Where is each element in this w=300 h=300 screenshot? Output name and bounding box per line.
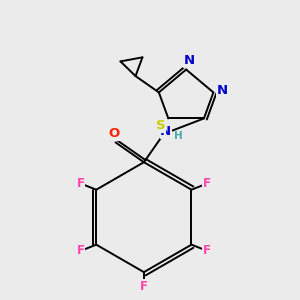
Text: S: S	[156, 119, 166, 132]
Text: F: F	[77, 244, 85, 257]
Text: F: F	[140, 280, 148, 293]
Text: N: N	[160, 125, 171, 138]
Text: N: N	[217, 84, 228, 97]
Text: F: F	[203, 177, 211, 190]
Text: F: F	[77, 177, 85, 190]
Text: O: O	[108, 127, 119, 140]
Text: F: F	[203, 244, 211, 257]
Text: N: N	[184, 54, 195, 67]
Text: H: H	[174, 131, 182, 141]
